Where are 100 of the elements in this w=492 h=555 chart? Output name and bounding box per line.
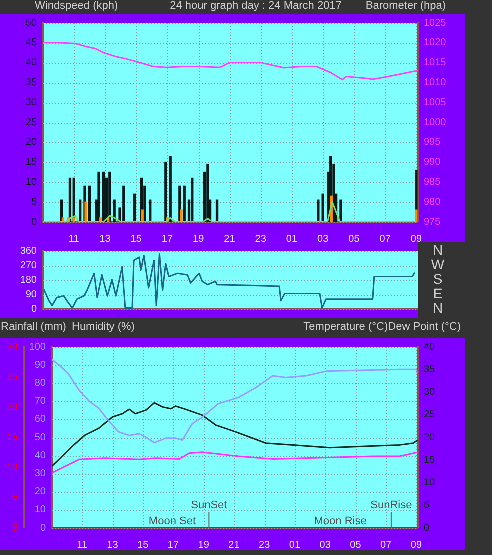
y2-tick-label: 15 xyxy=(424,454,436,466)
y2-tick-label: 1025 xyxy=(424,18,447,29)
y-tick-label: 70 xyxy=(34,396,46,408)
x-tick-label: 13 xyxy=(107,540,119,551)
x-tick-label: 03 xyxy=(320,540,332,551)
bar xyxy=(149,200,152,222)
x-tick-label: 07 xyxy=(380,540,392,551)
y2-tick-label: 20 xyxy=(424,432,436,444)
x-tick-label: 21 xyxy=(228,540,240,551)
bar xyxy=(183,186,186,222)
x-tick-label: 17 xyxy=(168,540,180,551)
bar xyxy=(191,178,194,222)
x-tick-label: 03 xyxy=(318,234,330,245)
bar xyxy=(180,210,183,222)
x-tick-label: 05 xyxy=(350,540,362,551)
y-tick-label: 80 xyxy=(34,378,46,389)
text: S xyxy=(433,270,443,287)
y-tick-label: 270 xyxy=(20,260,38,272)
y-tick-label: 20 xyxy=(34,486,46,498)
x-tick-label: 19 xyxy=(193,234,205,245)
text: W xyxy=(431,256,446,272)
y3-tick-label: 10 xyxy=(6,462,18,474)
y3-tick-label: 25 xyxy=(6,372,18,383)
y-tick-label: 50 xyxy=(34,432,46,444)
bar xyxy=(322,194,324,222)
x-tick-label: 15 xyxy=(138,540,150,551)
y-tick-label: 30 xyxy=(34,468,46,480)
bar xyxy=(141,210,144,222)
x-tick-label: 19 xyxy=(198,540,210,551)
y-tick-label: 25 xyxy=(26,117,38,128)
x-tick-label: 23 xyxy=(255,234,267,245)
text: N xyxy=(432,242,444,258)
bar xyxy=(164,162,168,222)
y-tick-label: 50 xyxy=(26,18,38,29)
x-tick-label: 23 xyxy=(259,540,271,551)
y2-tick-label: 10 xyxy=(424,478,436,488)
bar xyxy=(206,164,210,222)
y2-tick-label: 990 xyxy=(424,157,442,168)
bar xyxy=(102,172,106,222)
y3-tick-label: 0 xyxy=(12,522,18,534)
y2-axis-title: Barometer (hpa) xyxy=(366,0,446,13)
bar xyxy=(84,202,88,222)
ref-line-label: SunRise xyxy=(370,500,412,512)
y-tick-label: 180 xyxy=(20,274,38,286)
x-tick-label: 01 xyxy=(289,540,301,551)
text: N xyxy=(432,300,444,316)
y2-tick-label: 980 xyxy=(424,196,442,208)
y-tick-label: 5 xyxy=(31,196,38,208)
y-tick-label: 0 xyxy=(31,216,38,228)
y2-tick-label: 0 xyxy=(424,522,430,534)
y2-axis-title: Temperature (°C)Dew Point (°C) xyxy=(304,321,461,334)
y-tick-label: 60 xyxy=(34,414,46,426)
y-tick-label: 90 xyxy=(34,360,46,371)
chart-title: 24 hour graph day : 24 March 2017 xyxy=(170,0,342,12)
annotation: Moon Rise xyxy=(314,516,367,528)
y2-tick-label: 1015 xyxy=(424,58,447,69)
bar xyxy=(216,200,219,222)
y2-tick-label: 5 xyxy=(424,500,430,512)
y-tick-label: 35 xyxy=(26,77,38,88)
y2-tick-label: 1010 xyxy=(424,77,447,88)
y-tick-label: 90 xyxy=(26,289,38,300)
bar xyxy=(72,218,76,222)
y3-tick-label: 5 xyxy=(12,492,18,504)
annotation: Moon Set xyxy=(148,516,196,528)
bar xyxy=(415,210,418,222)
x-tick-label: 07 xyxy=(380,234,392,245)
y-tick-label: 30 xyxy=(26,97,38,108)
bar xyxy=(133,194,136,222)
y2-tick-label: 1005 xyxy=(424,97,447,108)
y-tick-label: 10 xyxy=(34,504,46,516)
y-tick-label: 100 xyxy=(29,342,46,353)
x-tick-label: 11 xyxy=(68,234,80,245)
y-tick-label: 0 xyxy=(40,522,46,534)
y2-tick-label: 40 xyxy=(424,342,436,353)
bar xyxy=(88,186,92,222)
x-tick-label: 05 xyxy=(348,234,360,245)
bar xyxy=(169,156,172,222)
y3-tick-label: 20 xyxy=(6,402,18,414)
bar xyxy=(317,200,320,222)
y2-tick-label: 25 xyxy=(424,410,436,421)
x-tick-label: 17 xyxy=(162,234,174,245)
x-tick-label: 09 xyxy=(410,234,422,245)
y-tick-label: 40 xyxy=(34,450,46,462)
text: E xyxy=(433,285,443,302)
x-tick-label: 01 xyxy=(286,234,298,245)
y-axis-title: Windspeed (kph) xyxy=(35,0,118,13)
y-tick-label: 15 xyxy=(26,157,38,168)
x-tick-label: 13 xyxy=(100,234,112,245)
y-axis-title: Humidity (%) xyxy=(72,321,135,334)
bar xyxy=(122,186,126,222)
y2-tick-label: 985 xyxy=(424,176,442,188)
ref-line-label: SunSet xyxy=(191,500,228,512)
x-tick-label: 11 xyxy=(77,540,88,551)
bar xyxy=(113,200,116,222)
x-tick-label: 09 xyxy=(410,540,422,551)
y2-tick-label: 35 xyxy=(424,364,436,376)
y3-tick-label: 30 xyxy=(6,342,18,353)
y3-tick-label: 15 xyxy=(6,432,18,444)
y-tick-label: 0 xyxy=(31,304,38,315)
y2-tick-label: 1020 xyxy=(424,38,447,49)
